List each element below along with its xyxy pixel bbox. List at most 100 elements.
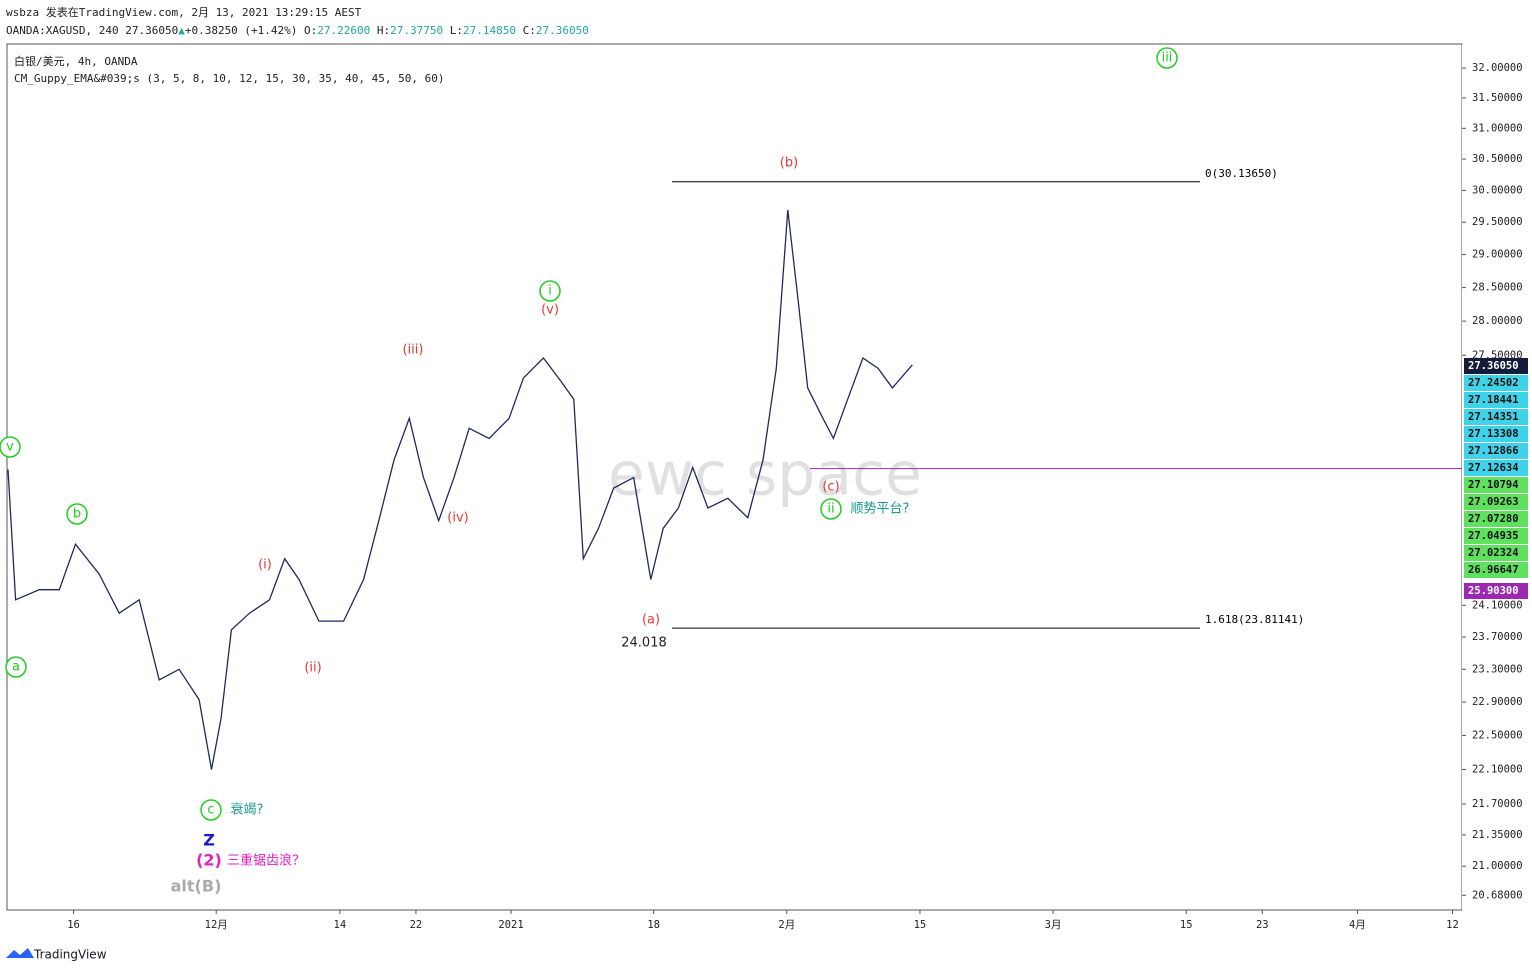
annotation: alt(B): [171, 877, 222, 896]
annotation: (c): [822, 480, 839, 495]
price-label: 27.24502: [1468, 377, 1519, 389]
annotation: (i): [258, 558, 272, 573]
annotation: iii: [1162, 51, 1173, 66]
price-label: 26.96647: [1468, 564, 1519, 576]
annotation: i: [548, 284, 552, 299]
quote-part: 27.36050: [536, 24, 589, 37]
annotation: 顺势平台?: [851, 501, 910, 517]
quote-line: OANDA:XAGUSD, 240 27.36050 ▲+0.38250 (+1.…: [6, 24, 589, 37]
annotation: (iii): [403, 343, 424, 358]
y-tick-label: 31.50000: [1472, 92, 1523, 104]
price-label: 27.07280: [1468, 513, 1519, 525]
price-label: 27.10794: [1468, 479, 1519, 491]
wave-circle: [539, 280, 561, 302]
logo: [6, 948, 34, 958]
quote-part: 27.22600: [317, 24, 370, 37]
annotation: 三重锯齿浪？: [227, 853, 305, 869]
price-label-box: [1464, 375, 1528, 391]
annotation: 衰竭?: [231, 802, 264, 818]
level-label: 1.618(23.81141): [1205, 613, 1304, 626]
price-label-box: [1464, 409, 1528, 425]
annotation: (iv): [447, 511, 468, 526]
annotation: (a): [642, 613, 660, 628]
y-tick-label: 28.50000: [1472, 282, 1523, 294]
price-label-box: [1464, 443, 1528, 459]
y-tick-label: 29.50000: [1472, 216, 1523, 228]
wave-circle: [200, 799, 222, 821]
quote-part: H:: [370, 24, 390, 37]
wave-circle: [5, 656, 27, 678]
legend-indicator: CM_Guppy_EMA&#039;s (3, 5, 8, 10, 12, 15…: [14, 72, 444, 85]
price-label: 27.14351: [1468, 411, 1519, 423]
x-tick-label: 14: [334, 919, 347, 931]
x-tick-label: 22: [410, 919, 423, 931]
price-label: 27.12866: [1468, 445, 1519, 457]
y-tick-label: 28.00000: [1472, 315, 1523, 327]
y-tick-label: 23.30000: [1472, 663, 1523, 675]
price-label-box: [1464, 392, 1528, 408]
y-tick-label: 21.70000: [1472, 798, 1523, 810]
quote-part: L:: [443, 24, 463, 37]
y-tick-label: 24.10000: [1472, 599, 1523, 611]
quote-part: +0.38250 (+1.42%): [185, 24, 304, 37]
x-tick-label: 12月: [205, 919, 228, 931]
wave-circle: [66, 503, 88, 525]
price-label-box: [1464, 494, 1528, 510]
annotation: Z: [203, 831, 215, 850]
price-label-box: [1464, 477, 1528, 493]
price-label-box: [1464, 528, 1528, 544]
annotation: ii: [827, 502, 834, 517]
x-tick-label: 18: [647, 919, 660, 931]
annotation: v: [6, 440, 14, 455]
y-tick-label: 23.70000: [1472, 631, 1523, 643]
quote-part: O:: [304, 24, 317, 37]
quote-part: 27.37750: [390, 24, 443, 37]
y-tick-label: 29.00000: [1472, 249, 1523, 261]
x-tick-label: 23: [1256, 919, 1269, 931]
x-tick-label: 12: [1446, 919, 1459, 931]
y-tick-label: 22.50000: [1472, 729, 1523, 741]
annotation: a: [12, 660, 20, 675]
price-label: 27.13308: [1468, 428, 1519, 440]
x-tick-label: 3月: [1045, 919, 1062, 931]
y-tick-label: 31.00000: [1472, 122, 1523, 134]
y-tick-label: 22.90000: [1472, 696, 1523, 708]
y-tick-label: 22.10000: [1472, 763, 1523, 775]
annotation: c: [207, 803, 214, 818]
quote-part: OANDA:XAGUSD, 240: [6, 24, 125, 37]
legend-symbol: 白银/美元, 4h, OANDA: [14, 54, 138, 68]
annotation: (b): [780, 156, 798, 171]
x-tick-label: 16: [67, 919, 80, 931]
y-tick-label: 32.00000: [1472, 62, 1523, 74]
x-tick-label: 15: [1180, 919, 1193, 931]
price-label: 27.02324: [1468, 547, 1519, 559]
annotation: (v): [541, 303, 559, 318]
x-tick-label: 2021: [498, 919, 523, 931]
quote-part: C:: [516, 24, 536, 37]
x-tick-label: 15: [914, 919, 927, 931]
watermark: ewc space: [608, 440, 922, 510]
wave-circle: [820, 498, 842, 520]
y-tick-label: 30.00000: [1472, 184, 1523, 196]
price-label-box: [1464, 511, 1528, 527]
x-tick-label: 4月: [1349, 919, 1366, 931]
header-title: wsbza 发表在TradingView.com, 2月 13, 2021 13…: [6, 5, 362, 19]
price-label-box: [1464, 460, 1528, 476]
annotation: (2): [196, 851, 222, 870]
annotation: b: [73, 507, 81, 522]
annotation: (ii): [304, 661, 321, 676]
wave-circle: [1156, 47, 1178, 69]
price-label-box: [1464, 583, 1528, 599]
price-line: [7, 210, 913, 770]
annotation: 24.018: [621, 636, 667, 651]
quote-part: ▲: [178, 24, 185, 37]
price-label-box: [1464, 562, 1528, 578]
price-label: 27.36050: [1468, 360, 1519, 372]
x-tick-label: 2月: [778, 919, 795, 931]
price-label-box: [1464, 358, 1528, 374]
price-label: 27.04935: [1468, 530, 1519, 542]
y-tick-label: 21.35000: [1472, 829, 1523, 841]
level-label: 0(30.13650): [1205, 167, 1278, 180]
